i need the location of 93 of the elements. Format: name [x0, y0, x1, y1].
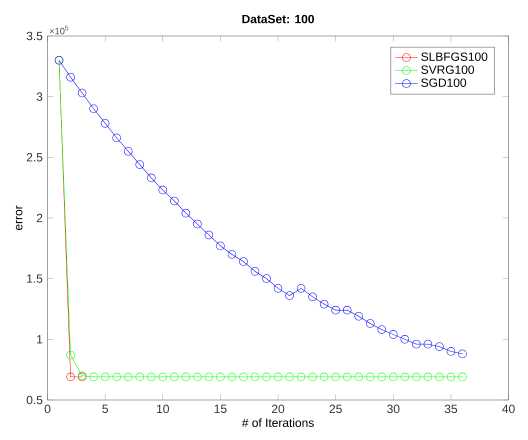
point	[66, 72, 75, 82]
point	[412, 340, 421, 348]
point	[458, 350, 467, 358]
point	[320, 372, 328, 382]
point	[285, 291, 294, 300]
point	[435, 342, 444, 351]
x-tick-label: 5	[102, 404, 108, 414]
x-tick-label: 40	[502, 404, 515, 414]
point	[400, 335, 410, 344]
x-tick-label: 35	[444, 404, 458, 414]
x-axis-title: # of Iterations	[242, 418, 314, 428]
point	[331, 306, 340, 314]
point	[147, 174, 156, 182]
point	[100, 119, 110, 128]
point	[124, 146, 132, 156]
point	[446, 372, 456, 382]
point	[262, 274, 271, 283]
point	[239, 257, 248, 266]
point	[228, 372, 236, 382]
point	[342, 372, 352, 382]
y-tick-label: 1.5	[27, 274, 42, 283]
point	[100, 372, 110, 382]
point	[89, 372, 98, 382]
x-tick-label: 20	[272, 404, 284, 414]
point	[239, 372, 248, 382]
point	[135, 372, 144, 382]
point	[331, 372, 340, 382]
point	[378, 372, 386, 382]
x-tick-label: 30	[387, 404, 400, 414]
point	[170, 196, 179, 206]
point	[170, 372, 179, 382]
y-tick-label: 1	[37, 335, 42, 344]
y-tick-label: 0.5	[26, 396, 42, 404]
point	[182, 208, 190, 218]
point	[204, 372, 214, 382]
point	[135, 160, 144, 169]
point	[182, 372, 190, 382]
point	[112, 134, 121, 142]
point	[296, 372, 306, 382]
point	[389, 330, 398, 339]
point	[320, 300, 328, 308]
legend-label: SGD100	[421, 78, 466, 87]
x-tick-label: 15	[214, 404, 227, 414]
point	[250, 372, 260, 382]
point	[308, 372, 317, 382]
point	[412, 372, 421, 382]
point	[366, 319, 374, 328]
point	[66, 372, 75, 382]
point	[378, 325, 386, 334]
point	[250, 267, 260, 276]
x-tick-label: 10	[157, 404, 169, 414]
y-tick-label: 2	[36, 214, 42, 222]
point	[342, 306, 352, 314]
y-axis-title: error	[16, 206, 22, 230]
point	[354, 372, 363, 382]
point	[308, 292, 317, 302]
point	[458, 372, 467, 382]
point	[424, 372, 432, 382]
y-tick-label: 2.5	[26, 153, 42, 162]
point	[446, 347, 456, 356]
text: ×10$^{5}$	[50, 26, 68, 34]
point	[193, 372, 202, 382]
point	[366, 372, 374, 382]
point	[285, 372, 294, 382]
point	[66, 350, 75, 360]
point	[354, 312, 363, 320]
chart-title: DataSet: 100	[242, 14, 314, 24]
legend-label: SVRG100	[421, 65, 474, 74]
legend-label: SLBFGS100	[421, 52, 488, 61]
point	[296, 284, 306, 293]
point	[89, 104, 98, 114]
point	[78, 88, 86, 98]
point	[216, 372, 225, 382]
point	[124, 372, 132, 382]
point	[193, 220, 202, 228]
point	[216, 242, 225, 250]
point	[274, 284, 282, 293]
point	[262, 372, 271, 382]
y-tick-label: 3	[36, 92, 42, 101]
point	[158, 186, 168, 194]
x-tick-label: 0	[44, 404, 50, 414]
point	[204, 230, 214, 240]
x-tick-label: 25	[330, 404, 342, 414]
point	[112, 372, 121, 382]
point	[228, 250, 236, 259]
point	[147, 372, 156, 382]
point	[389, 372, 398, 382]
point	[158, 372, 168, 382]
point	[424, 340, 432, 348]
y-tick-label: 3.5	[26, 32, 42, 40]
point	[435, 372, 444, 382]
point	[400, 372, 410, 382]
point	[274, 372, 282, 382]
